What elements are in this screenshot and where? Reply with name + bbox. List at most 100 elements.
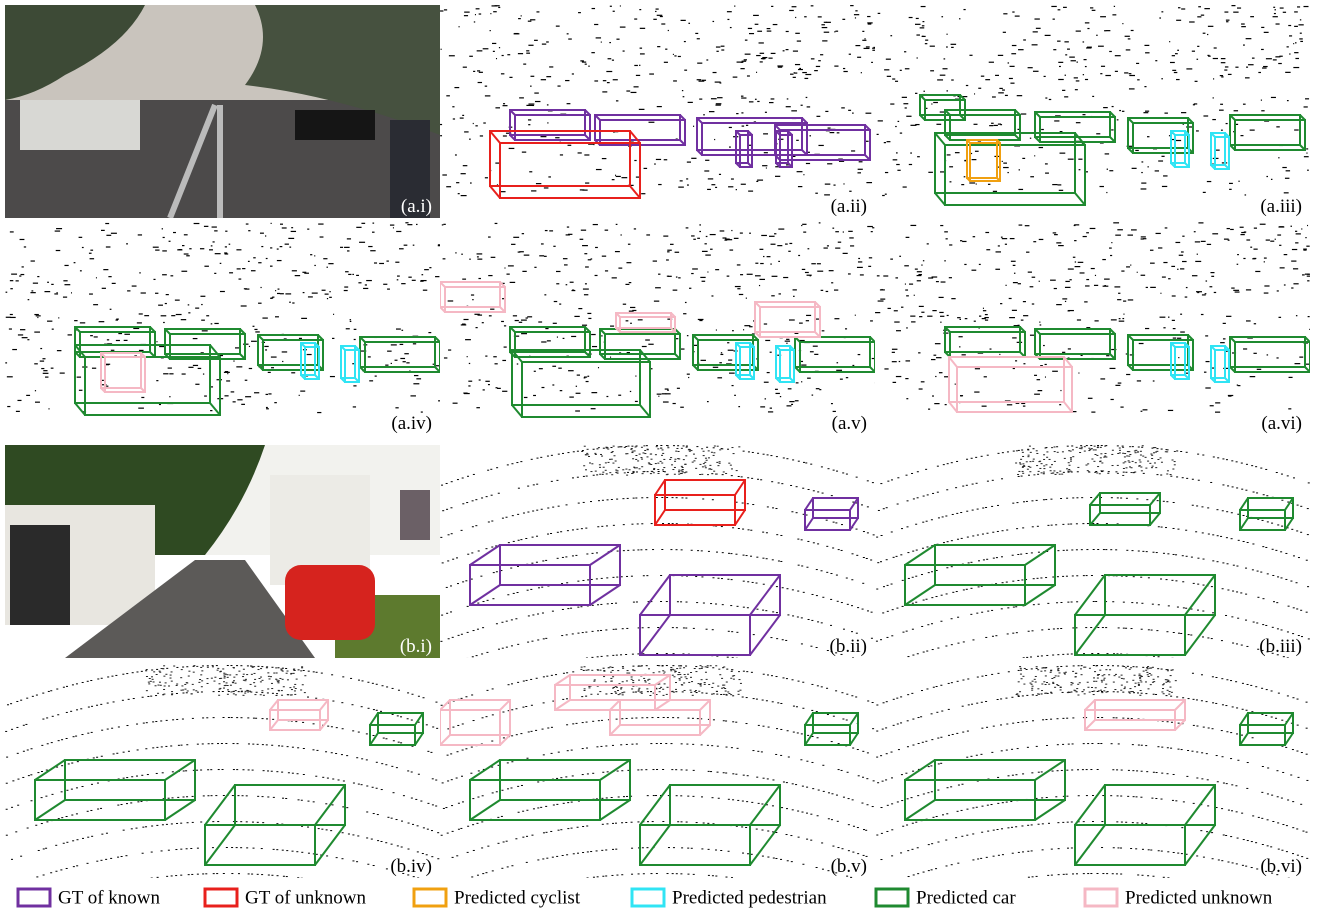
point [107,343,113,345]
point [1105,601,1108,603]
point [614,250,620,253]
box-edge [1109,328,1116,335]
point [224,673,227,675]
point [1116,464,1119,466]
point [780,560,783,562]
point [326,298,329,300]
point [752,634,755,636]
point [749,326,753,328]
point [210,323,213,325]
point [26,880,28,881]
box-edge [434,366,440,373]
point [676,447,679,449]
point [962,641,965,643]
point [1201,506,1204,508]
point [650,368,653,370]
point [164,682,167,684]
point [531,190,537,192]
point [656,14,663,16]
point [1031,303,1035,305]
point [584,63,587,65]
point [1016,95,1023,97]
point [707,474,710,476]
point [434,365,440,367]
point [497,492,500,494]
point [193,222,200,225]
point [156,380,159,382]
point [870,637,873,639]
point [1038,146,1044,149]
point [940,315,945,317]
point [601,335,603,337]
point [771,481,774,483]
point [591,656,594,658]
point [897,659,899,660]
point [940,620,943,622]
point [201,670,204,672]
point [1016,502,1019,504]
box-back [1247,497,1294,519]
point [673,473,676,475]
point [1129,454,1132,456]
point [60,869,63,871]
panel-content [5,5,440,218]
point [1250,16,1255,18]
point [126,725,129,727]
point [505,516,508,518]
point [1045,97,1048,99]
point [1045,172,1049,174]
point [1164,227,1168,229]
point [611,179,615,181]
point [982,307,985,309]
point [163,321,165,324]
point [701,466,704,468]
point [1226,563,1229,565]
point [731,657,734,658]
point [697,62,703,64]
point [341,832,344,834]
point [215,795,218,797]
point [282,360,284,363]
point [1011,309,1017,311]
point [536,666,538,667]
point [532,614,535,616]
point [1118,318,1121,320]
box-back [74,326,151,353]
box-edge [1224,132,1230,138]
point [495,571,498,573]
point [1263,31,1269,33]
point [1097,445,1100,447]
point [1156,450,1159,452]
point [1303,156,1309,158]
point [472,122,474,125]
point [256,821,259,823]
point [279,293,284,295]
point [946,489,949,491]
point [1018,169,1020,171]
point [162,668,165,670]
point [1094,274,1097,277]
point [1236,263,1239,265]
point [1075,80,1080,82]
point [650,470,653,472]
point [786,338,790,340]
point [66,841,69,843]
point [695,576,698,578]
point [1058,244,1064,247]
point [1173,461,1176,463]
point [1094,320,1099,322]
point [604,229,609,231]
box-edge [469,544,501,566]
point [792,459,795,461]
point [1256,492,1259,494]
point [477,70,481,72]
point [1022,501,1025,503]
point [1124,461,1127,463]
point [707,188,711,191]
point [1027,67,1033,69]
point [686,373,690,375]
point [1205,360,1210,363]
point [46,717,49,719]
point [1282,656,1285,658]
point [387,895,389,896]
